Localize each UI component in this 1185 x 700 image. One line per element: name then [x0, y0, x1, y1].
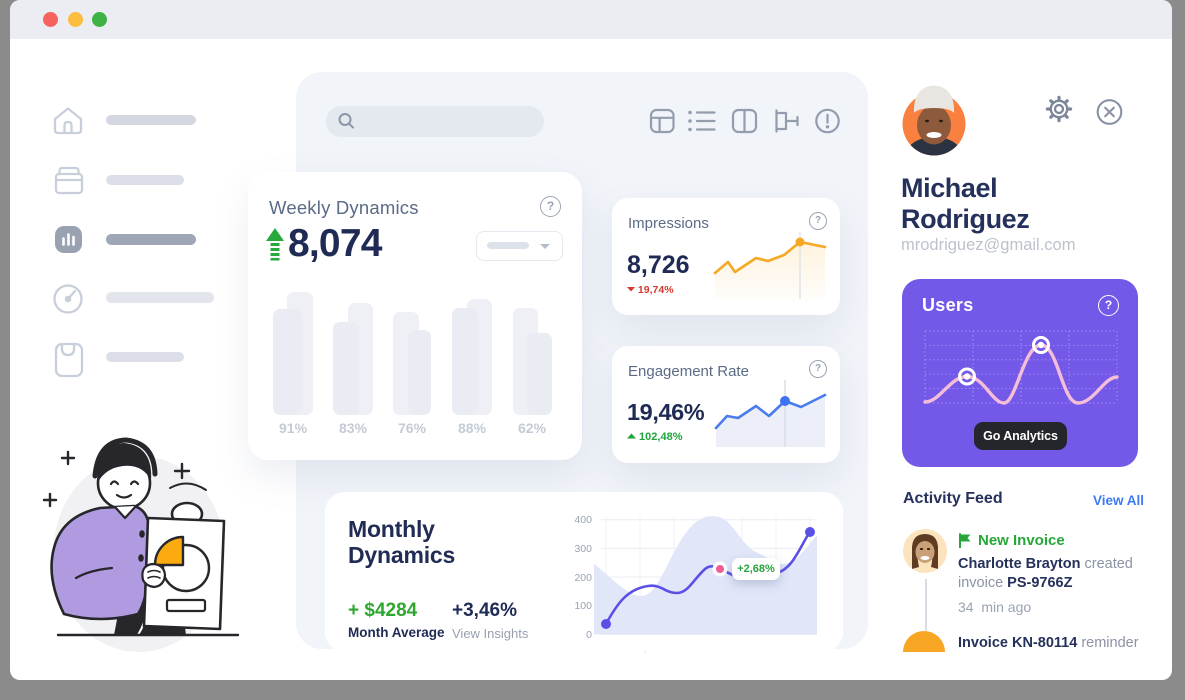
svg-text:Sep: Sep: [699, 651, 717, 652]
svg-text:Jun: Jun: [598, 651, 614, 652]
svg-text:Nov: Nov: [767, 651, 785, 652]
svg-text:Dec: Dec: [801, 651, 819, 652]
svg-text:Jul: Jul: [634, 651, 647, 652]
svg-text:Oct: Oct: [734, 651, 750, 652]
svg-text:Aug: Aug: [665, 651, 683, 652]
